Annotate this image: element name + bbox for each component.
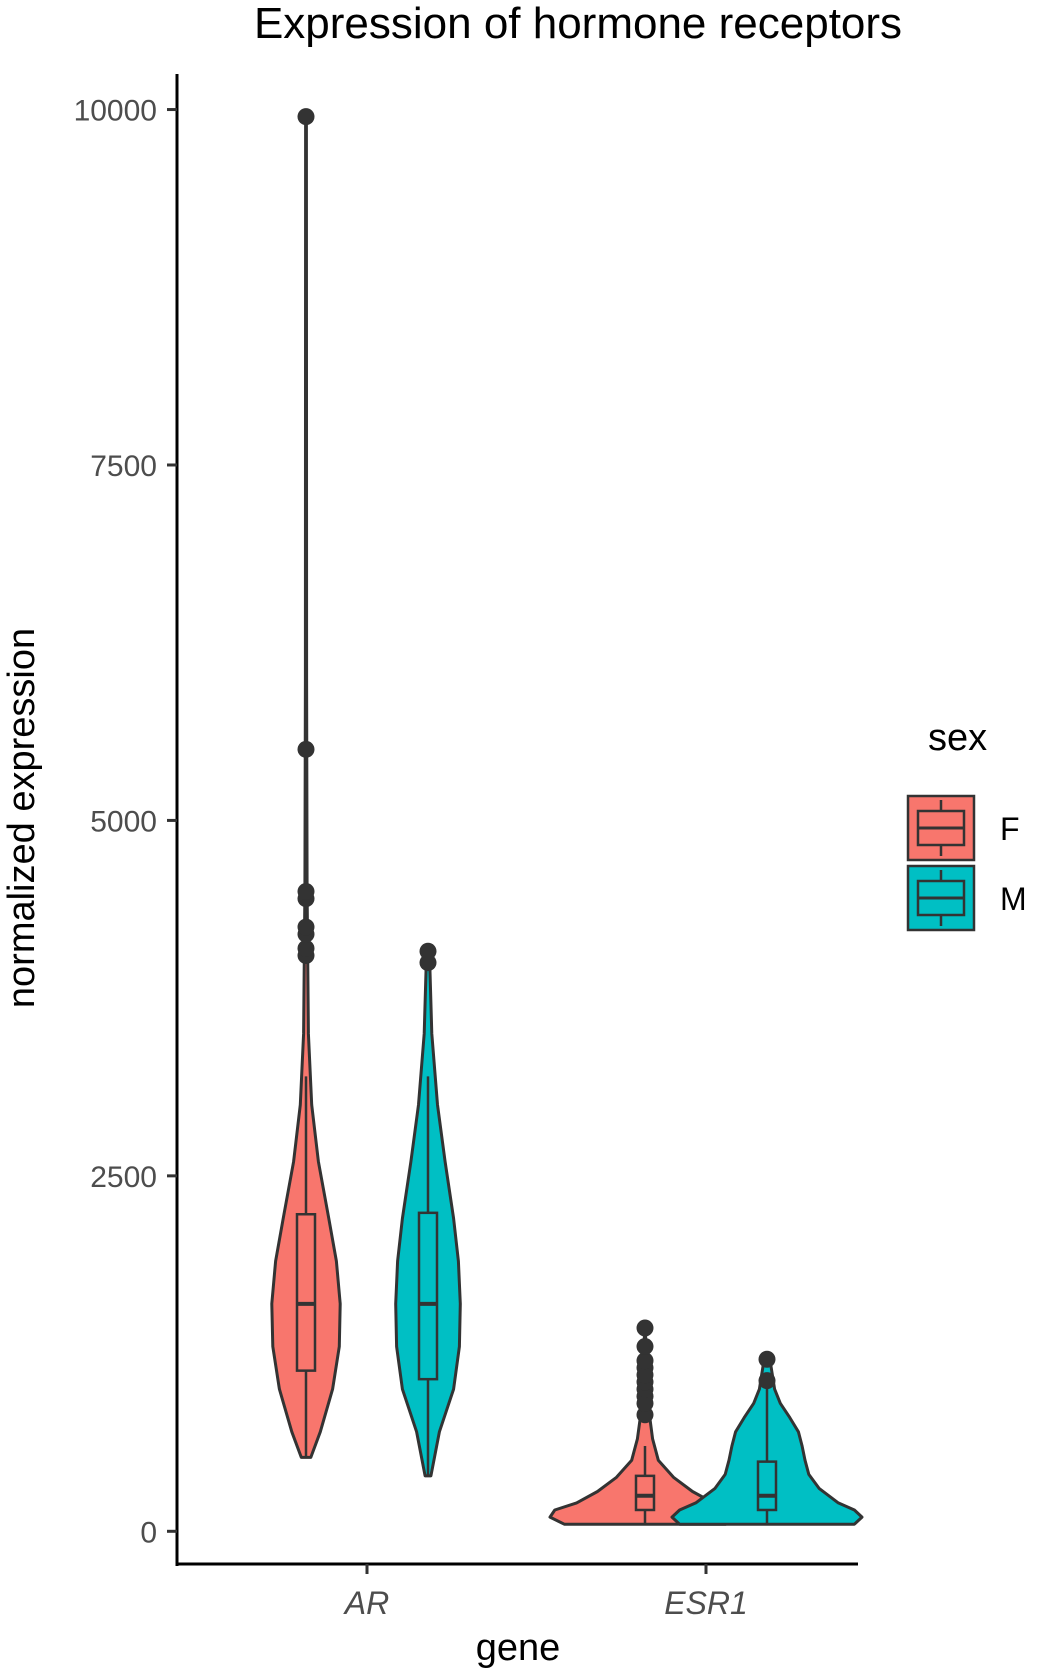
y-axis-title: normalized expression xyxy=(1,628,43,1008)
outlier-point xyxy=(297,939,315,957)
legend-label-F: F xyxy=(1000,811,1020,847)
outlier-point xyxy=(297,918,315,936)
legend-key-F xyxy=(906,794,976,862)
legend-title: sex xyxy=(928,717,987,759)
y-tick-label: 7500 xyxy=(90,450,157,483)
legend: sex FM xyxy=(906,717,1027,932)
outlier-point xyxy=(297,883,315,901)
outlier-point xyxy=(297,740,315,758)
outlier-point xyxy=(636,1337,654,1355)
chart-title: Expression of hormone receptors xyxy=(254,0,902,48)
x-tick-label: AR xyxy=(343,1585,389,1621)
legend-key-M xyxy=(906,864,976,932)
x-axis-title: gene xyxy=(476,1627,561,1669)
outlier-point xyxy=(636,1319,654,1337)
legend-label-M: M xyxy=(1000,881,1027,917)
box-M-AR xyxy=(417,1211,439,1381)
y-tick-label: 2500 xyxy=(90,1161,157,1194)
box-F-ESR1 xyxy=(634,1474,656,1512)
violin-group-F-ESR1 xyxy=(548,1319,742,1526)
box-F-AR xyxy=(295,1212,317,1372)
y-tick-label: 5000 xyxy=(90,805,157,838)
outlier-point xyxy=(636,1352,654,1370)
y-axis-ticks: 0 2500 5000 7500 10000 xyxy=(74,95,177,1549)
violin-group-M-AR xyxy=(394,942,462,1478)
y-tick-label: 0 xyxy=(140,1516,157,1549)
violin-group-F-AR xyxy=(270,108,342,1459)
plot-area xyxy=(270,108,864,1526)
box-M-ESR1 xyxy=(756,1460,778,1512)
y-tick-label: 10000 xyxy=(74,95,157,128)
x-axis-ticks: AR ESR1 xyxy=(343,1564,748,1621)
outlier-point xyxy=(758,1372,776,1390)
outlier-point xyxy=(297,108,315,126)
outlier-point xyxy=(419,942,437,960)
violin-group-M-ESR1 xyxy=(670,1350,864,1526)
outlier-point xyxy=(758,1350,776,1368)
x-tick-label: ESR1 xyxy=(664,1585,748,1621)
